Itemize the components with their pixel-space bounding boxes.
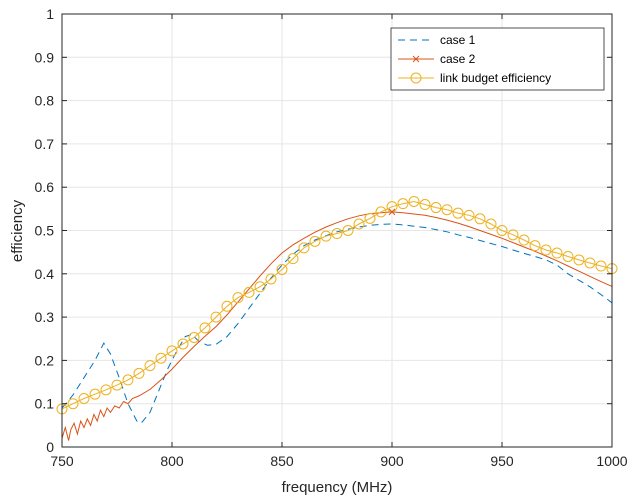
data-point-link-budget-efficiency <box>309 235 321 247</box>
data-point-link-budget-efficiency <box>584 257 596 269</box>
x-tick-label: 1000 <box>596 453 627 469</box>
data-point-link-budget-efficiency <box>67 398 79 410</box>
y-tick-label: 0.8 <box>35 93 55 109</box>
series-line-case-2 <box>61 211 613 441</box>
x-tick-label: 900 <box>380 453 404 469</box>
y-tick-label: 0 <box>46 439 54 455</box>
x-tick-label: 850 <box>270 453 294 469</box>
data-point-link-budget-efficiency <box>430 202 442 214</box>
y-tick-label: 0.6 <box>35 179 55 195</box>
data-point-case-2 <box>388 208 396 216</box>
y-tick-label: 0.2 <box>35 352 55 368</box>
data-point-link-budget-efficiency <box>419 199 431 211</box>
data-point-link-budget-efficiency <box>188 331 200 343</box>
data-point-link-budget-efficiency <box>595 260 607 272</box>
legend-marker-case-2 <box>412 55 420 63</box>
data-point-link-budget-efficiency <box>133 367 145 379</box>
series-line-case-1 <box>61 223 613 424</box>
data-point-link-budget-efficiency <box>166 345 178 357</box>
y-tick-label: 0.4 <box>35 266 55 282</box>
data-point-link-budget-efficiency <box>320 230 332 242</box>
data-point-link-budget-efficiency <box>551 247 563 259</box>
data-point-link-budget-efficiency <box>573 254 585 266</box>
y-tick-label: 0.7 <box>35 136 55 152</box>
axis-ticks: 750 800 850 900 950 1000 0 0.1 0.2 0.3 0.4 0.5 0.6 0.… <box>35 6 628 469</box>
data-point-link-budget-efficiency <box>265 273 277 285</box>
data-point-link-budget-efficiency <box>540 244 552 256</box>
data-point-link-budget-efficiency <box>507 229 519 241</box>
x-axis-label: frequency (MHz) <box>282 479 393 496</box>
y-tick-label: 0.1 <box>35 396 55 412</box>
data-point-link-budget-efficiency <box>408 195 420 207</box>
data-point-link-budget-efficiency <box>331 228 343 240</box>
data-point-link-budget-efficiency <box>144 360 156 372</box>
data-point-link-budget-efficiency <box>474 213 486 225</box>
data-point-link-budget-efficiency <box>298 242 310 254</box>
data-point-link-budget-efficiency <box>452 207 464 219</box>
data-point-link-budget-efficiency <box>364 212 376 224</box>
legend-label-link-budget: link budget efficiency <box>440 71 551 85</box>
data-point-link-budget-efficiency <box>177 338 189 350</box>
data-point-link-budget-efficiency <box>485 218 497 230</box>
data-point-link-budget-efficiency <box>276 263 288 275</box>
data-point-link-budget-efficiency <box>221 300 233 312</box>
legend-label-case-1: case 1 <box>440 33 476 47</box>
data-point-link-budget-efficiency <box>254 281 266 293</box>
data-point-link-budget-efficiency <box>100 384 112 396</box>
y-tick-label: 0.3 <box>35 309 55 325</box>
data-point-link-budget-efficiency <box>529 240 541 252</box>
y-tick-label: 1 <box>46 6 54 22</box>
data-point-link-budget-efficiency <box>342 225 354 236</box>
series-line-link-budget-efficiency <box>61 200 613 410</box>
data-point-link-budget-efficiency <box>111 379 123 391</box>
data-point-link-budget-efficiency <box>78 393 90 405</box>
data-point-link-budget-efficiency <box>122 374 134 386</box>
data-point-link-budget-efficiency <box>518 234 530 246</box>
x-tick-label: 950 <box>490 453 514 469</box>
legend-marker-link-budget <box>410 72 422 84</box>
data-point-link-budget-efficiency <box>562 250 574 262</box>
data-point-link-budget-efficiency <box>243 286 255 298</box>
data-point-link-budget-efficiency <box>496 225 508 236</box>
legend: case 1 case 2 link budget efficiency <box>390 27 605 91</box>
series-layer <box>56 195 618 441</box>
data-point-link-budget-efficiency <box>441 204 453 216</box>
data-point-link-budget-efficiency <box>397 198 409 210</box>
data-point-link-budget-efficiency <box>287 253 299 265</box>
x-tick-label: 800 <box>160 453 184 469</box>
data-point-link-budget-efficiency <box>210 311 222 323</box>
y-tick-label: 0.5 <box>35 223 55 239</box>
data-point-link-budget-efficiency <box>232 292 244 304</box>
data-point-link-budget-efficiency <box>375 206 387 218</box>
data-point-link-budget-efficiency <box>353 218 365 230</box>
y-axis-label: efficiency <box>9 199 26 262</box>
data-point-link-budget-efficiency <box>463 209 475 221</box>
y-tick-label: 0.9 <box>35 49 55 65</box>
legend-label-case-2: case 2 <box>440 52 476 66</box>
x-tick-label: 750 <box>50 453 74 469</box>
data-point-link-budget-efficiency <box>155 352 167 364</box>
data-point-link-budget-efficiency <box>199 322 211 334</box>
data-point-link-budget-efficiency <box>89 388 101 400</box>
